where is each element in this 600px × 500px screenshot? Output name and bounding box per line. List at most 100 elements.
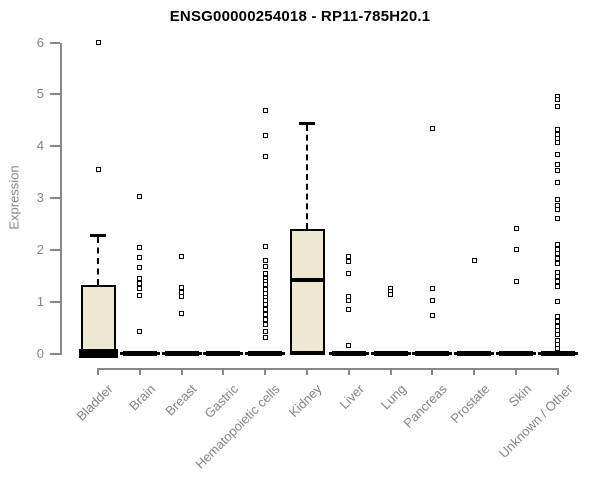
x-axis-tick bbox=[431, 368, 433, 375]
outlier-point bbox=[263, 154, 268, 159]
outlier-point bbox=[555, 127, 560, 132]
y-tick-label: 3 bbox=[36, 190, 44, 205]
x-tick-label: Pancreas bbox=[400, 381, 450, 431]
outlier-point bbox=[555, 274, 560, 279]
outlier-point bbox=[555, 332, 560, 337]
y-axis-tick bbox=[50, 301, 60, 303]
zero-median-line bbox=[454, 352, 494, 355]
outlier-point bbox=[555, 284, 560, 289]
outlier-point bbox=[263, 317, 268, 322]
outlier-point bbox=[137, 245, 142, 250]
zero-median-line bbox=[412, 352, 452, 355]
outlier-point bbox=[263, 322, 268, 327]
y-tick-label: 6 bbox=[36, 35, 44, 50]
outlier-point bbox=[555, 319, 560, 324]
outlier-point bbox=[346, 298, 351, 303]
x-axis-tick bbox=[390, 368, 392, 375]
outlier-point bbox=[555, 207, 560, 212]
x-axis-tick bbox=[264, 368, 266, 375]
outlier-point bbox=[263, 244, 268, 249]
y-axis-tick bbox=[50, 197, 60, 199]
outlier-point bbox=[555, 242, 560, 247]
outlier-point bbox=[555, 314, 560, 319]
zero-median-line bbox=[162, 352, 202, 355]
outlier-point bbox=[137, 265, 142, 270]
outlier-point bbox=[96, 167, 101, 172]
chart-title: ENSG00000254018 - RP11-785H20.1 bbox=[169, 8, 431, 25]
outlier-point bbox=[430, 313, 435, 318]
outlier-point bbox=[555, 216, 560, 221]
outlier-point bbox=[555, 97, 560, 102]
outlier-point bbox=[263, 133, 268, 138]
outlier-point bbox=[555, 140, 560, 145]
median-line bbox=[290, 278, 325, 282]
x-tick-label: Gastric bbox=[201, 381, 241, 422]
x-axis-tick bbox=[222, 368, 224, 375]
outlier-point bbox=[263, 312, 268, 317]
y-tick-label: 1 bbox=[36, 294, 44, 309]
outlier-point bbox=[555, 279, 560, 284]
outlier-point bbox=[555, 152, 560, 157]
x-axis-tick bbox=[515, 368, 517, 375]
x-axis-tick bbox=[181, 368, 183, 375]
zero-median-line bbox=[538, 352, 578, 355]
outlier-point bbox=[263, 329, 268, 334]
y-axis-tick bbox=[50, 353, 60, 355]
y-tick-label: 0 bbox=[36, 346, 44, 361]
outlier-point bbox=[263, 264, 268, 269]
zero-median-line bbox=[329, 352, 369, 355]
outlier-point bbox=[137, 286, 142, 291]
outlier-point bbox=[555, 346, 560, 351]
y-tick-label: 4 bbox=[36, 138, 44, 153]
outlier-point bbox=[346, 259, 351, 264]
outlier-point bbox=[555, 104, 560, 109]
outlier-point bbox=[346, 307, 351, 312]
y-tick-label: 5 bbox=[36, 86, 44, 101]
upper-whisker-cap bbox=[90, 234, 106, 237]
x-tick-label: Kidney bbox=[286, 381, 325, 421]
x-axis-tick bbox=[139, 368, 141, 375]
outlier-point bbox=[555, 299, 560, 304]
box bbox=[81, 285, 116, 351]
upper-whisker bbox=[306, 125, 308, 229]
outlier-point bbox=[179, 254, 184, 259]
x-tick-label: Brain bbox=[125, 381, 158, 414]
median-line bbox=[79, 349, 118, 358]
outlier-point bbox=[137, 255, 142, 260]
outlier-point bbox=[179, 285, 184, 290]
zero-median-line bbox=[245, 352, 285, 355]
x-tick-label: Breast bbox=[162, 381, 200, 419]
outlier-point bbox=[430, 286, 435, 291]
upper-whisker-cap bbox=[299, 122, 315, 125]
outlier-point bbox=[179, 311, 184, 316]
x-tick-label: Skin bbox=[505, 381, 534, 410]
outlier-point bbox=[137, 276, 142, 281]
x-axis-tick bbox=[473, 368, 475, 375]
outlier-point bbox=[263, 302, 268, 307]
outlier-point bbox=[555, 261, 560, 266]
outlier-point bbox=[346, 254, 351, 259]
x-tick-label: Bladder bbox=[73, 381, 116, 424]
x-axis-line bbox=[97, 368, 559, 370]
zero-median-line bbox=[120, 352, 160, 355]
outlier-point bbox=[555, 168, 560, 173]
outlier-point bbox=[472, 258, 477, 263]
y-axis-tick bbox=[50, 93, 60, 95]
zero-median-line bbox=[203, 352, 243, 355]
y-axis-tick bbox=[50, 145, 60, 147]
outlier-point bbox=[514, 279, 519, 284]
zero-median-line bbox=[496, 352, 536, 355]
x-tick-label: Prostate bbox=[447, 381, 492, 427]
outlier-point bbox=[263, 282, 268, 287]
outlier-point bbox=[263, 258, 268, 263]
outlier-point bbox=[388, 292, 393, 297]
outlier-point bbox=[263, 335, 268, 340]
x-tick-label: Unknown / Other bbox=[496, 381, 576, 461]
outlier-point bbox=[179, 294, 184, 299]
outlier-point bbox=[346, 343, 351, 348]
y-axis-line bbox=[60, 43, 62, 355]
outlier-point bbox=[346, 271, 351, 276]
outlier-point bbox=[555, 162, 560, 167]
x-axis-tick bbox=[348, 368, 350, 375]
